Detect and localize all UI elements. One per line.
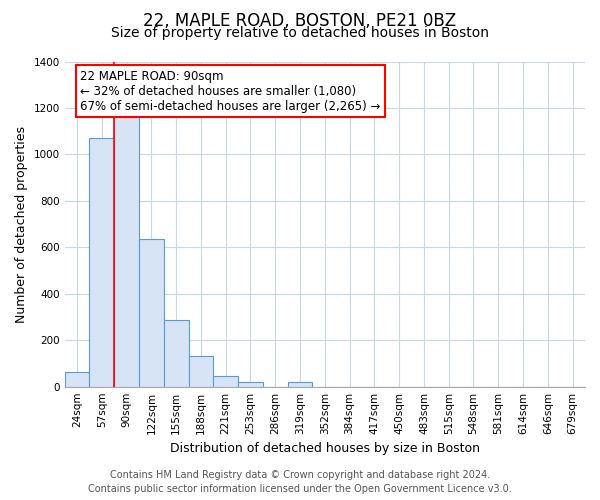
Bar	[89, 138, 114, 386]
Text: 22 MAPLE ROAD: 90sqm
← 32% of detached houses are smaller (1,080)
67% of semi-de: 22 MAPLE ROAD: 90sqm ← 32% of detached h…	[80, 70, 380, 112]
Text: 22, MAPLE ROAD, BOSTON, PE21 0BZ: 22, MAPLE ROAD, BOSTON, PE21 0BZ	[143, 12, 457, 30]
Bar	[214, 376, 238, 386]
Bar	[139, 239, 164, 386]
Bar	[65, 372, 89, 386]
Text: Contains HM Land Registry data © Crown copyright and database right 2024.
Contai: Contains HM Land Registry data © Crown c…	[88, 470, 512, 494]
Bar	[164, 320, 188, 386]
Bar	[287, 382, 313, 386]
Text: Size of property relative to detached houses in Boston: Size of property relative to detached ho…	[111, 26, 489, 40]
Bar	[238, 382, 263, 386]
X-axis label: Distribution of detached houses by size in Boston: Distribution of detached houses by size …	[170, 442, 480, 455]
Bar	[188, 356, 214, 386]
Y-axis label: Number of detached properties: Number of detached properties	[15, 126, 28, 322]
Bar	[114, 117, 139, 386]
